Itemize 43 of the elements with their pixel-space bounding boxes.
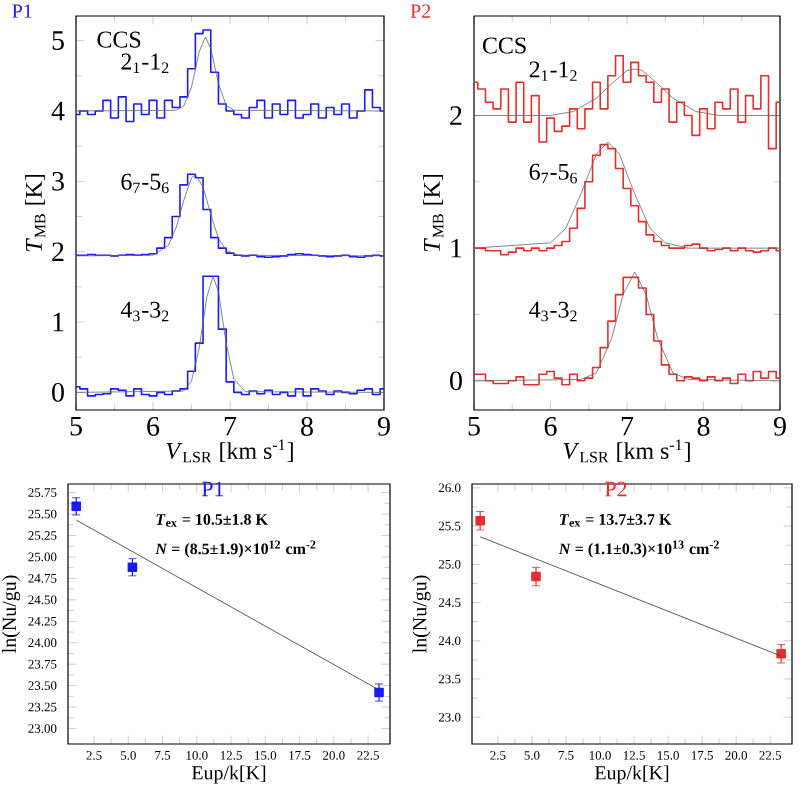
point [475,515,485,526]
x-axis-title: V$_{LSR}$ [km s$^{-1}$] [166,439,293,463]
chart-title: P1 [12,4,32,18]
annotation: 4$_{3}$-3$_{2}$ [120,301,169,322]
x-axis-title: Eup/k[K] [191,765,266,784]
x-tick-label: 9 [773,417,786,436]
x-axis-title: V$_{LSR}$ [km s$^{-1}$] [563,439,690,463]
annotation: 6$_{7}$-5$_{6}$ [121,173,169,194]
y-axis-title: ln(Nu/gu) [1,575,21,653]
x-tick-label: 5 [468,417,480,436]
y-tick-label: 2 [52,242,64,261]
y-tick-label: 1 [53,312,64,332]
y-axis-title: ln(Nu/gu) [412,575,431,653]
x-tick-label: 6 [544,417,557,436]
chart-title: P1 [201,481,224,497]
annotation: CCS [482,37,526,54]
x-tick-label: 7 [224,417,237,436]
annotation: 2$_{1}$-1$_{2}$ [121,53,169,73]
y-axis-title: T$_{MB}$ [K] [25,174,46,252]
x-tick-label: 8 [697,417,710,436]
y-tick-label: 0 [52,382,64,402]
point [127,562,138,573]
y-axis-title: T$_{MB}$ [K] [423,174,444,252]
y-tick-label: 0 [450,371,462,391]
y-tick-label: 5 [52,31,64,50]
x-tick-label: 9 [377,417,390,436]
y-tick-label: 1 [451,238,462,258]
y-tick-label: 2 [450,106,462,125]
x-tick-label: 8 [301,417,313,436]
y-tick-label: 3 [52,171,64,191]
annotation: 2$_{1}$-1$_{2}$ [529,61,577,81]
x-tick-label: 7 [621,417,634,436]
x-axis-title: Eup/k[K] [594,765,669,784]
annotation: 6$_{7}$-5$_{6}$ [529,163,577,184]
x-tick-label: 6 [147,417,160,436]
annotation: CCS [97,31,141,48]
chart-title: P2 [410,4,431,18]
point [71,501,82,512]
x-tick-label: 5 [70,417,82,436]
point [531,571,541,582]
annotation: 4$_{3}$-3$_{2}$ [529,301,577,322]
chart-title: P2 [605,481,627,497]
y-tick-label: 4 [51,101,65,121]
